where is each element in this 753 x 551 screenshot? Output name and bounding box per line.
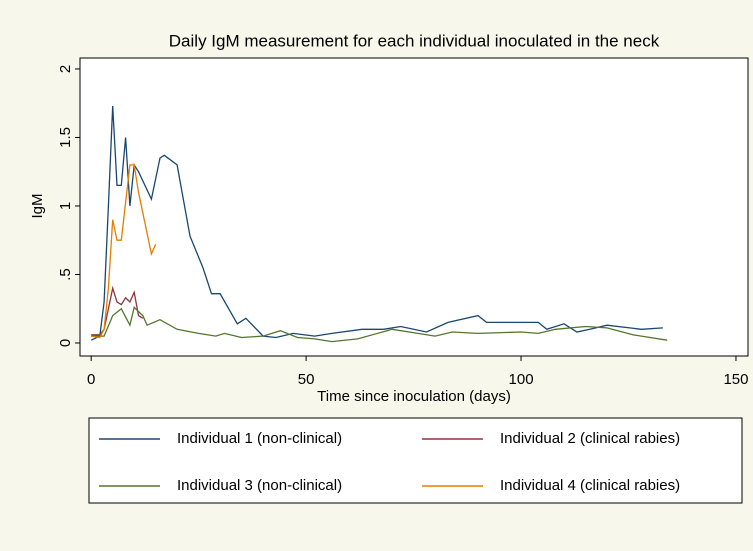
legend-label: Individual 2 (clinical rabies) (500, 430, 680, 447)
legend-box (88, 417, 743, 504)
legend-label: Individual 1 (non-clinical) (177, 430, 342, 447)
x-tick-label: 0 (87, 371, 95, 388)
legend-label: Individual 4 (clinical rabies) (500, 477, 680, 494)
series-line (91, 306, 668, 343)
y-tick-label: .5 (57, 268, 74, 281)
x-tick-label: 150 (723, 371, 748, 388)
y-tick-label: 1.5 (57, 127, 74, 148)
y-tick-label: 0 (57, 339, 74, 347)
x-tick-label: 100 (509, 371, 534, 388)
series-line (91, 164, 157, 339)
x-axis-title: Time since inoculation (days) (317, 388, 511, 405)
y-axis-title: IgM (29, 193, 46, 218)
chart-title: Daily IgM measurement for each individua… (169, 31, 660, 50)
x-tick-label: 50 (298, 371, 315, 388)
series-line (90, 105, 663, 341)
plot-area (79, 57, 749, 357)
y-tick-label: 2 (57, 65, 74, 73)
y-tick-label: 1 (57, 202, 74, 210)
legend-label: Individual 3 (non-clinical) (177, 477, 342, 494)
